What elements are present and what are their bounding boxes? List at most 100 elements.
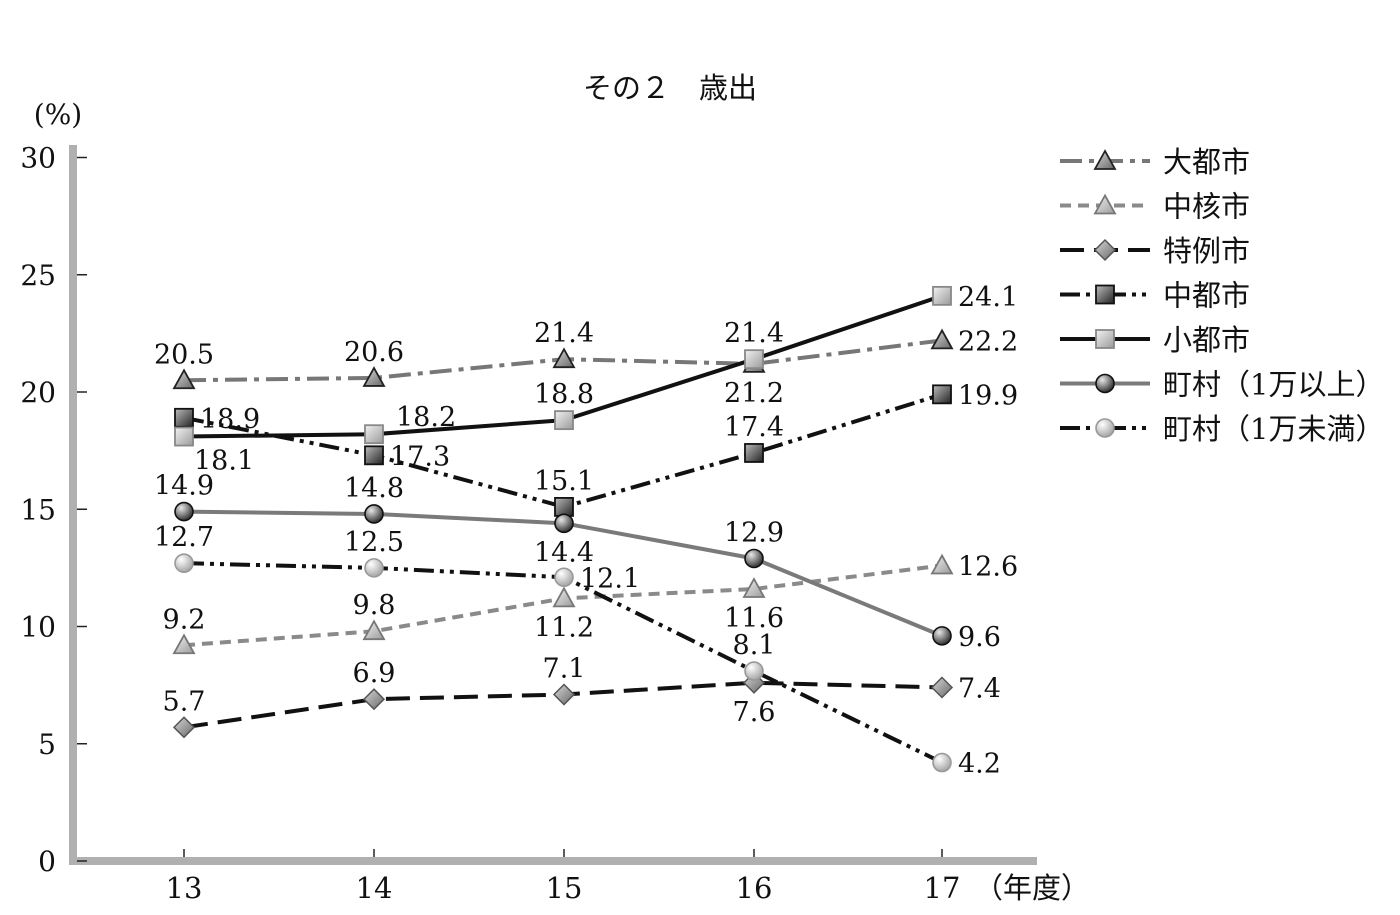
data-point [554,513,574,534]
series-5 [174,285,952,447]
legend-item: 中核市 [1060,190,1250,224]
legend-item: 小都市 [1060,323,1250,357]
legend-marker [1095,418,1115,438]
data-label: 21.2 [724,378,784,409]
data-point [174,407,194,428]
data-point [364,445,384,466]
data-label: 12.5 [344,527,404,558]
data-point [552,683,576,706]
data-label: 9.2 [163,604,206,635]
data-label: 18.2 [396,402,456,433]
data-label: 7.4 [958,673,1001,704]
x-tick-label: 16 [736,871,773,905]
legend-item: 特例市 [1060,234,1250,268]
data-label: 21.4 [534,318,594,349]
legend-marker [1093,238,1117,262]
legend-label: 大都市 [1163,145,1250,179]
data-label: 18.1 [194,446,254,477]
legend-marker [1093,149,1117,170]
data-point [930,676,954,699]
series-7 [174,553,952,773]
data-label: 17.3 [390,441,450,472]
data-label: 21.4 [724,318,784,349]
data-point [364,504,384,524]
data-point [932,384,952,405]
data-point [744,349,764,370]
legend-marker [1095,329,1115,349]
series-6 [174,501,952,646]
x-tick-label: 13 [166,871,203,905]
data-point [174,553,194,573]
data-point [744,443,764,463]
data-label: 9.8 [353,590,396,621]
legend-label: 中核市 [1163,190,1250,224]
data-point [364,424,384,445]
data-point [930,328,954,350]
x-tick-label: 15 [546,871,583,905]
data-point [362,619,386,641]
data-point [554,497,574,517]
data-point [554,410,574,431]
data-point [932,752,952,773]
legend-label: 中都市 [1163,279,1250,313]
data-point [744,548,764,569]
data-point [362,688,386,711]
data-label: 17.4 [724,412,784,443]
y-tick-label: 25 [20,259,56,292]
legend-label: 町村（1万未満） [1163,412,1384,446]
legend-label: 町村（1万以上） [1163,368,1384,402]
data-label: 22.2 [958,326,1018,357]
data-point [174,426,194,447]
data-point [172,716,196,739]
data-label: 18.8 [534,379,594,410]
y-tick-label: 30 [20,142,56,175]
x-tick-label: 17 [924,871,961,905]
data-point [174,501,194,522]
legend-marker [1093,193,1117,215]
data-label: 18.9 [200,404,260,435]
data-point [554,567,574,588]
data-point [172,368,196,390]
data-label: 12.1 [580,563,640,594]
data-point [744,661,764,681]
data-label: 7.6 [733,697,776,728]
axes: 0 5 10 15 20 25 30 13 14 15 16 17 [20,142,1037,905]
data-label: 7.1 [543,654,586,685]
legend-label: 小都市 [1163,323,1250,357]
legend-label: 特例市 [1163,234,1250,268]
data-label: 14.4 [534,537,594,568]
legend-marker [1095,284,1115,305]
data-label: 4.2 [958,749,1001,780]
data-label: 11.6 [724,603,784,634]
data-point [932,626,952,646]
y-tick-label: 20 [20,376,56,409]
data-point [362,366,386,387]
data-label: 5.7 [163,686,206,717]
data-point [552,586,576,608]
data-label: 12.9 [724,517,784,548]
data-point [742,577,766,598]
data-label: 15.1 [534,466,594,497]
y-tick-label: 5 [38,728,56,761]
data-label: 19.9 [958,380,1018,411]
legend-marker [1095,373,1115,394]
data-point [930,553,954,575]
chart-title: その２ 歳出 [583,71,757,105]
series-2 [172,553,954,655]
series-4 [174,384,952,517]
data-point [932,285,952,306]
x-axis-unit-label: （年度） [974,871,1090,905]
data-label: 20.5 [154,339,214,370]
legend-item: 中都市 [1060,279,1250,313]
data-label: 14.9 [154,471,214,502]
legend-item: 町村（1万未満） [1060,412,1384,446]
y-tick-label: 10 [20,611,56,644]
data-point [172,633,196,655]
y-tick-label: 15 [20,493,56,526]
data-label: 20.6 [344,337,404,368]
data-point [364,558,384,578]
data-label: 12.6 [958,552,1018,583]
series-layer [172,285,954,773]
